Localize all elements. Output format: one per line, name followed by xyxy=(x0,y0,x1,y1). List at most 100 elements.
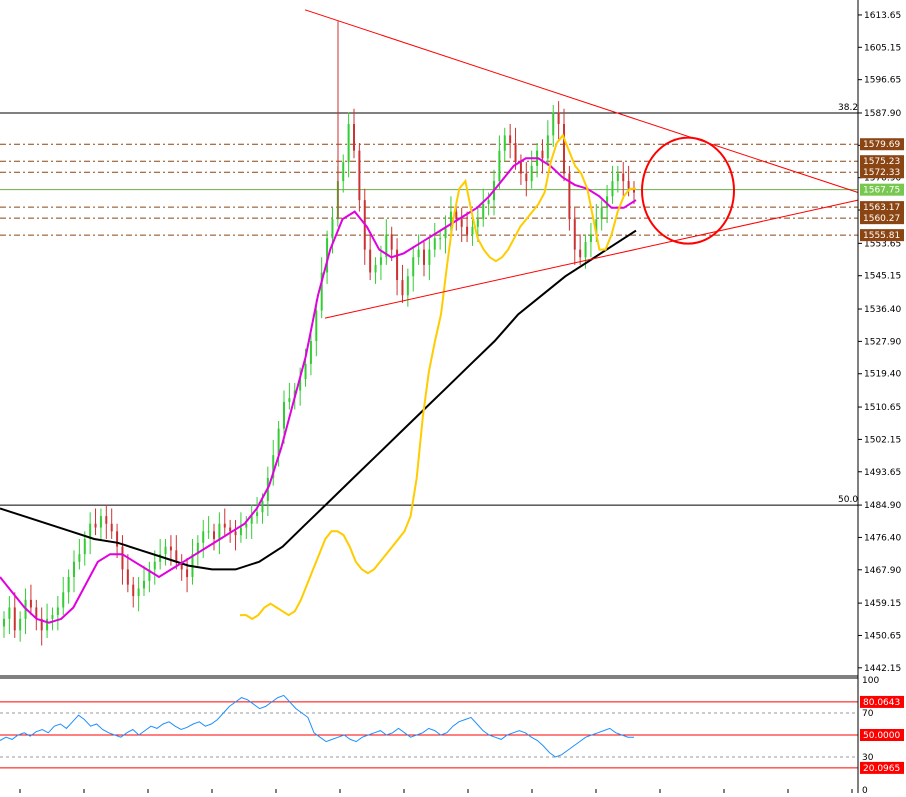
candle-body xyxy=(229,527,232,532)
price-level-badge-label: 1572.33 xyxy=(863,168,900,178)
candle-body xyxy=(19,618,22,631)
candle-body xyxy=(417,249,420,258)
price-level-badge-label: 1575.23 xyxy=(863,157,900,167)
candle-body xyxy=(67,577,70,593)
candle-body xyxy=(143,580,145,589)
candle-body xyxy=(476,219,479,227)
candle-body xyxy=(83,538,86,555)
candle-body xyxy=(439,238,442,240)
candle-body xyxy=(633,188,635,193)
y-tick-label: 1459.15 xyxy=(864,599,901,609)
ema-fast-line xyxy=(240,133,636,621)
candle-body xyxy=(186,569,189,578)
candle-body xyxy=(412,257,415,277)
candle-body xyxy=(471,226,474,235)
candle-body xyxy=(595,219,598,235)
candle-body xyxy=(546,135,549,159)
candle-body xyxy=(218,523,221,539)
candle-body xyxy=(525,173,528,182)
rsi-y-tick-label: 100 xyxy=(862,676,879,686)
rsi-y-tick-label: 70 xyxy=(862,709,874,719)
candle-body xyxy=(423,249,425,265)
candle-body xyxy=(288,398,291,402)
candle-body xyxy=(444,226,447,239)
candle-body xyxy=(406,276,409,296)
candle-body xyxy=(105,516,108,524)
y-tick-label: 1553.65 xyxy=(864,239,901,249)
candle-body xyxy=(611,181,614,197)
candle-body xyxy=(256,512,259,517)
candle-body xyxy=(73,561,75,578)
candle-body xyxy=(304,363,307,380)
candle-body xyxy=(616,173,619,182)
candle-body xyxy=(557,112,560,125)
candle-body xyxy=(449,211,452,227)
candle-body xyxy=(223,523,226,528)
candle-body xyxy=(589,234,592,243)
candle-body xyxy=(126,569,129,585)
rsi-level-badge-label: 80.0643 xyxy=(863,698,900,708)
candle-body xyxy=(320,272,323,311)
candle-body xyxy=(46,618,49,631)
candle-body xyxy=(8,607,11,619)
rsi-level-badge xyxy=(860,729,904,741)
candle-body xyxy=(283,401,285,429)
candle-body xyxy=(600,207,603,220)
candle-body xyxy=(56,607,59,616)
candle-body xyxy=(207,531,210,533)
candle-body xyxy=(552,112,555,136)
candle-body xyxy=(353,124,355,151)
y-tick-label: 1587.90 xyxy=(864,109,901,119)
candle-body xyxy=(196,542,199,555)
candle-body xyxy=(487,200,490,204)
price-level-badge-label: 1560.27 xyxy=(863,214,900,224)
y-tick-label: 1502.15 xyxy=(864,435,901,445)
candle-body xyxy=(175,550,178,562)
y-tick-label: 1596.65 xyxy=(864,76,901,86)
candle-body xyxy=(148,569,151,581)
candle-body xyxy=(385,234,388,258)
candle-body xyxy=(116,531,119,547)
candle-body xyxy=(315,310,318,341)
candle-body xyxy=(245,523,248,528)
candle-body xyxy=(202,531,205,543)
candle-body xyxy=(132,584,135,597)
candle-body xyxy=(374,264,377,273)
price-level-badge xyxy=(860,166,904,179)
y-tick-label: 1545.15 xyxy=(864,272,901,282)
price-level-badge xyxy=(860,183,904,196)
rsi-level-badge xyxy=(860,695,904,708)
candle-body xyxy=(299,379,302,391)
candle-body xyxy=(460,219,463,227)
y-tick-label: 1450.65 xyxy=(864,631,901,641)
candle-body xyxy=(568,173,571,220)
candle-body xyxy=(153,561,156,570)
candle-body xyxy=(164,546,167,555)
candle-body xyxy=(466,226,469,235)
candle-body xyxy=(563,124,565,174)
highlight-circle xyxy=(641,136,735,245)
candle-body xyxy=(358,150,361,201)
candle-body xyxy=(390,234,393,250)
candle-body xyxy=(530,165,533,182)
candle-body xyxy=(622,173,625,182)
candle-body xyxy=(509,135,512,144)
candle-body xyxy=(627,181,630,189)
candle-body xyxy=(606,196,609,208)
candle-body xyxy=(89,523,92,539)
rsi-level-badge-label: 50.0000 xyxy=(863,731,900,741)
candle-body xyxy=(159,554,162,562)
rsi-level-badge xyxy=(860,761,904,774)
candle-body xyxy=(433,238,436,250)
y-tick-label: 1519.40 xyxy=(864,370,901,380)
candle-body xyxy=(498,150,501,182)
price-level-badge xyxy=(860,201,904,214)
candle-body xyxy=(277,428,280,456)
candle-body xyxy=(503,135,506,151)
candle-body xyxy=(401,280,404,296)
candle-body xyxy=(584,242,587,258)
candle-body xyxy=(428,249,431,265)
candle-body xyxy=(519,162,522,174)
